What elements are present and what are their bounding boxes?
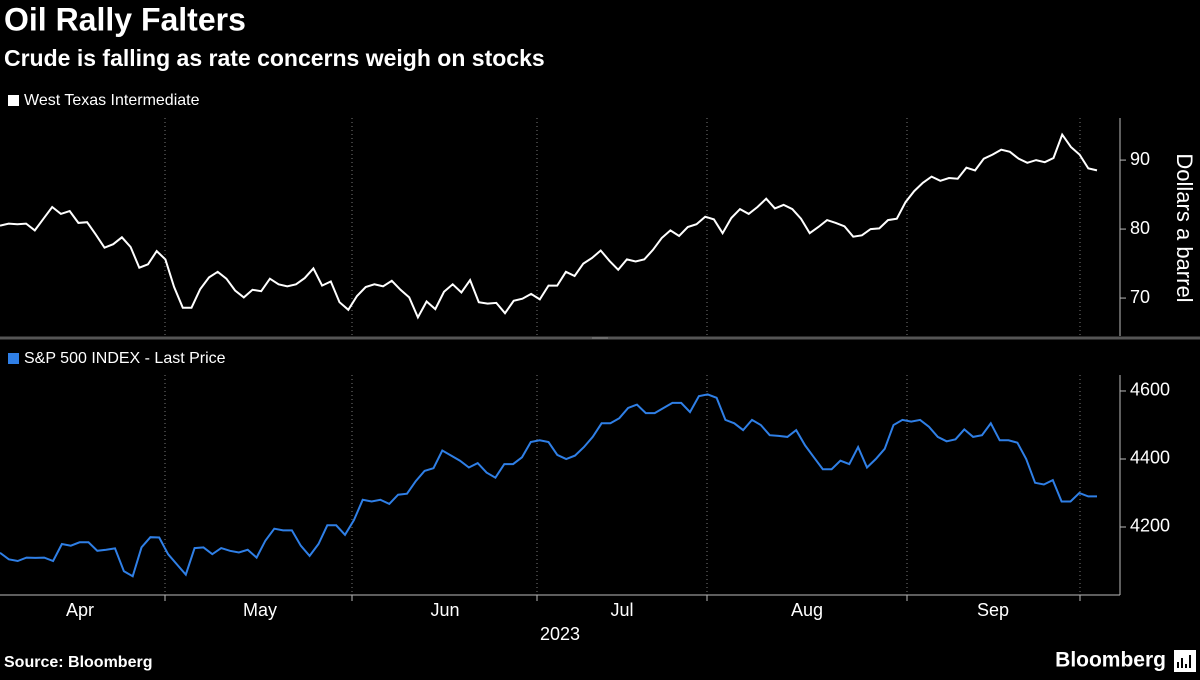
x-tick-label: May bbox=[243, 600, 277, 620]
y-tick-label: 4600 bbox=[1130, 380, 1170, 400]
x-tick-label: Jul bbox=[610, 600, 633, 620]
legend-swatch bbox=[8, 353, 19, 364]
data-line bbox=[0, 393, 1097, 578]
y-tick-label: 4400 bbox=[1130, 448, 1170, 468]
legend-swatch bbox=[8, 95, 19, 106]
chart-subtitle: Crude is falling as rate concerns weigh … bbox=[4, 45, 545, 71]
brand-icon bbox=[1174, 650, 1196, 672]
y-tick-label: 70 bbox=[1130, 287, 1150, 307]
x-tick-label: Aug bbox=[791, 600, 823, 620]
x-tick-label: Jun bbox=[430, 600, 459, 620]
y-tick-label: 4200 bbox=[1130, 516, 1170, 536]
chart-title: Oil Rally Falters bbox=[4, 1, 246, 37]
x-tick-label: Apr bbox=[66, 600, 94, 620]
x-tick-label: Sep bbox=[977, 600, 1009, 620]
source: Source: Bloomberg bbox=[4, 654, 152, 671]
legend-label: S&P 500 INDEX - Last Price bbox=[24, 350, 226, 367]
y-axis-label: Dollars a barrel bbox=[1172, 153, 1197, 302]
brand-icon-bars bbox=[1177, 655, 1191, 668]
y-tick-label: 90 bbox=[1130, 149, 1150, 169]
data-line bbox=[0, 132, 1098, 320]
y-tick-label: 80 bbox=[1130, 218, 1150, 238]
brand: Bloomberg bbox=[1055, 649, 1166, 672]
x-axis-title: 2023 bbox=[540, 624, 580, 644]
legend-label: West Texas Intermediate bbox=[24, 92, 200, 109]
